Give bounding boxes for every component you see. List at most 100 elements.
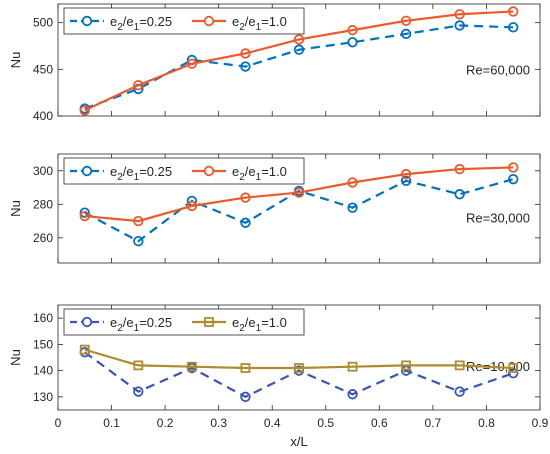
legend-label-part: =1.0 <box>261 164 287 179</box>
series-line <box>84 24 514 110</box>
data-point <box>347 24 358 36</box>
data-point <box>454 386 465 397</box>
y-axis-label: Nu <box>8 52 23 69</box>
x-tick-label: 0.1 <box>103 416 120 430</box>
y-tick-label: 130 <box>33 390 53 404</box>
legend-label-part: 1 <box>256 22 262 33</box>
data-point <box>400 168 412 180</box>
data-point <box>133 235 144 247</box>
y-tick-label: 160 <box>33 311 53 325</box>
data-point <box>240 61 251 72</box>
data-point <box>79 347 90 358</box>
data-point <box>454 189 465 200</box>
legend-label-part: e <box>110 164 117 179</box>
series-line <box>84 10 514 112</box>
series-line <box>84 351 514 399</box>
data-point <box>508 6 519 17</box>
legend-label-part: /e <box>123 315 134 330</box>
legend-label-part: 1 <box>134 22 140 33</box>
data-point <box>133 215 144 227</box>
x-tick-label: 0.6 <box>371 416 388 430</box>
legend-label-part: =0.25 <box>139 164 172 179</box>
data-point <box>508 22 519 33</box>
series-2 <box>79 162 519 227</box>
data-point <box>240 48 251 59</box>
legend-label-part: e <box>232 315 239 330</box>
data-point <box>347 361 358 372</box>
x-tick-label: 0.7 <box>425 416 442 430</box>
data-point <box>186 200 198 212</box>
data-point <box>454 163 465 175</box>
data-point <box>186 58 198 69</box>
data-point <box>454 360 465 371</box>
data-point <box>400 28 412 40</box>
legend-label-part: 1 <box>256 172 262 183</box>
data-point <box>79 105 90 116</box>
legend-label-part: /e <box>123 14 134 29</box>
x-tick-label: 0 <box>55 416 62 430</box>
data-point <box>79 344 90 355</box>
data-point <box>347 389 358 400</box>
data-point <box>508 162 519 173</box>
legend-label-part: 2 <box>117 22 123 33</box>
y-tick-label: 280 <box>33 197 53 211</box>
legend-label: e2/e1=0.25 <box>110 14 172 33</box>
series-2 <box>79 344 519 373</box>
data-point <box>133 386 144 397</box>
data-point <box>347 177 358 188</box>
data-point <box>454 20 465 31</box>
legend-label-part: e <box>110 315 117 330</box>
data-point <box>294 363 304 373</box>
legend-label-part: 2 <box>239 22 245 33</box>
legend-label-part: /e <box>245 315 256 330</box>
y-tick-label: 140 <box>33 364 53 378</box>
re-annotation: Re=30,000 <box>466 211 530 226</box>
legend-label-part: 1 <box>256 323 262 334</box>
x-axis-label: x/L <box>290 434 307 449</box>
data-point <box>240 391 251 403</box>
data-point <box>508 368 519 379</box>
legend-label: e2/e1=0.25 <box>110 164 172 183</box>
data-point <box>400 15 412 27</box>
legend-label: e2/e1=1.0 <box>232 315 287 334</box>
data-point <box>347 37 358 48</box>
legend-label-part: 2 <box>239 172 245 183</box>
data-point <box>293 44 305 55</box>
legend-swatch-marker <box>81 15 93 27</box>
legend-label-part: =0.25 <box>139 315 172 330</box>
legend-label-part: =1.0 <box>261 14 287 29</box>
legend-label-part: e <box>110 14 117 29</box>
legend-label-part: 2 <box>117 172 123 183</box>
legend-swatch-marker <box>81 165 93 177</box>
y-axis-label: Nu <box>8 349 23 366</box>
legend-label-part: /e <box>245 14 256 29</box>
legend-swatch-marker <box>203 15 215 27</box>
data-point <box>240 217 251 228</box>
legend-label-part: e <box>232 164 239 179</box>
y-tick-label: 150 <box>33 337 53 351</box>
legend-label: e2/e1=1.0 <box>232 14 287 33</box>
y-tick-label: 450 <box>33 62 53 76</box>
re-annotation: Re=60,000 <box>466 63 530 78</box>
data-point <box>508 173 519 185</box>
legend-label-part: 2 <box>239 323 245 334</box>
legend-label-part: /e <box>245 164 256 179</box>
legend: e2/e1=0.25 e2/e1=1.0 <box>63 157 305 185</box>
series-line <box>84 348 514 370</box>
legend-label-part: e <box>232 14 239 29</box>
data-point <box>133 79 144 91</box>
legend-label-part: 1 <box>134 172 140 183</box>
y-tick-label: 260 <box>33 231 53 245</box>
series-2 <box>79 6 519 116</box>
data-point <box>79 210 90 222</box>
data-point <box>347 202 358 213</box>
legend-label-part: 2 <box>117 323 123 334</box>
legend-label-part: =0.25 <box>139 14 172 29</box>
data-point <box>400 175 412 187</box>
data-point <box>186 361 197 372</box>
x-tick-label: 0.3 <box>210 416 227 430</box>
legend-label: e2/e1=0.25 <box>110 315 172 334</box>
series-line <box>84 178 514 243</box>
